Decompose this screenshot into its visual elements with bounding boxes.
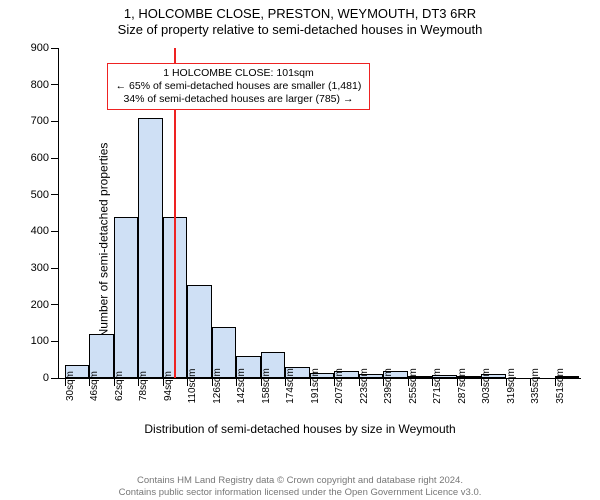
footer-attribution: Contains HM Land Registry data © Crown c… xyxy=(0,475,600,498)
annotation-line2: ← 65% of semi-detached houses are smalle… xyxy=(116,80,362,93)
x-tick-label: 174sqm xyxy=(285,368,296,404)
chart-title-block: 1, HOLCOMBE CLOSE, PRESTON, WEYMOUTH, DT… xyxy=(0,0,600,39)
annotation-line3: 34% of semi-detached houses are larger (… xyxy=(116,93,362,106)
annotation-line1: 1 HOLCOMBE CLOSE: 101sqm xyxy=(116,67,362,80)
chart-title-line1: 1, HOLCOMBE CLOSE, PRESTON, WEYMOUTH, DT… xyxy=(0,6,600,22)
x-tick-label: 319sqm xyxy=(506,368,517,404)
y-tick-label: 0 xyxy=(43,372,59,384)
y-tick-label: 600 xyxy=(31,152,59,164)
x-tick-label: 62sqm xyxy=(114,371,125,401)
x-tick-label: 223sqm xyxy=(359,368,370,404)
footer-line2: Contains public sector information licen… xyxy=(0,487,600,498)
y-tick-label: 900 xyxy=(31,42,59,54)
footer-line1: Contains HM Land Registry data © Crown c… xyxy=(0,475,600,486)
histogram-bar xyxy=(114,217,138,378)
y-tick-label: 700 xyxy=(31,115,59,127)
x-tick-label: 239sqm xyxy=(383,368,394,404)
x-tick-label: 287sqm xyxy=(457,368,468,404)
x-tick-label: 126sqm xyxy=(212,368,223,404)
chart-title-line2: Size of property relative to semi-detach… xyxy=(0,22,600,38)
x-tick-label: 255sqm xyxy=(408,368,419,404)
x-tick-label: 207sqm xyxy=(334,368,345,404)
annotation-box: 1 HOLCOMBE CLOSE: 101sqm ← 65% of semi-d… xyxy=(107,63,371,110)
y-tick-label: 800 xyxy=(31,79,59,91)
histogram-bar xyxy=(138,118,162,378)
x-tick-label: 110sqm xyxy=(187,369,198,404)
histogram-bar xyxy=(187,285,211,379)
x-tick-label: 30sqm xyxy=(65,371,76,401)
x-tick-label: 78sqm xyxy=(138,371,149,401)
y-tick-label: 500 xyxy=(31,189,59,201)
x-tick-label: 303sqm xyxy=(481,368,492,404)
x-tick-label: 46sqm xyxy=(89,371,100,401)
plot-area: 1 HOLCOMBE CLOSE: 101sqm ← 65% of semi-d… xyxy=(58,48,581,379)
x-tick-label: 158sqm xyxy=(261,368,272,404)
y-tick-label: 200 xyxy=(31,299,59,311)
x-tick-label: 351sqm xyxy=(555,368,566,404)
y-tick-label: 400 xyxy=(31,225,59,237)
x-tick-label: 142sqm xyxy=(236,368,247,404)
x-tick-label: 271sqm xyxy=(432,368,443,404)
y-tick-label: 100 xyxy=(31,335,59,347)
x-tick-label: 335sqm xyxy=(530,368,541,404)
x-axis-label: Distribution of semi-detached houses by … xyxy=(0,422,600,436)
chart-area: Number of semi-detached properties 1 HOL… xyxy=(0,40,600,440)
x-tick-label: 191sqm xyxy=(310,368,321,404)
y-tick-label: 300 xyxy=(31,262,59,274)
x-tick-label: 94sqm xyxy=(163,371,174,401)
